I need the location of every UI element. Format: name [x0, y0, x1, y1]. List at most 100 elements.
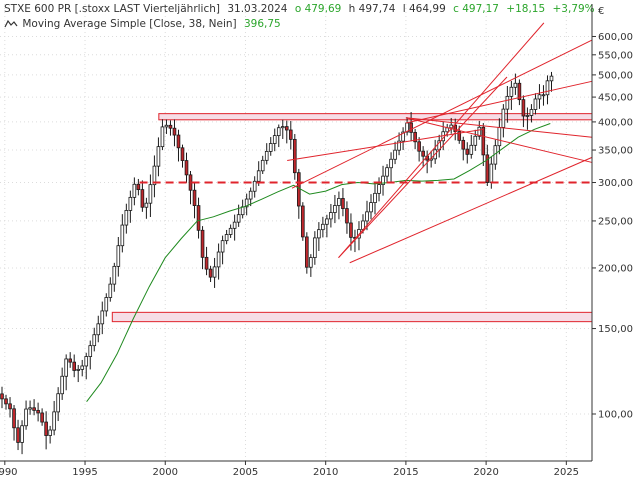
candle-body — [240, 206, 245, 216]
x-tick-label: 2015 — [393, 467, 418, 478]
candle-body — [112, 265, 117, 285]
candle-body — [421, 150, 425, 157]
candle-body — [236, 214, 241, 223]
candles — [0, 71, 554, 455]
candle-body — [44, 421, 48, 436]
legend-close: c 497,17 — [453, 3, 499, 15]
candle-body — [284, 126, 289, 131]
candle-body — [409, 122, 413, 133]
candle-body — [204, 256, 209, 270]
moving-average-line — [86, 123, 551, 403]
candle-body — [72, 361, 77, 371]
candle-body — [260, 159, 265, 172]
candle-body — [292, 138, 297, 174]
candle-body — [172, 127, 177, 136]
candle-body — [208, 268, 213, 278]
legend-ma-value: 396,75 — [244, 18, 281, 30]
candle-body — [152, 165, 157, 186]
candle-body — [393, 149, 397, 160]
candle-body — [461, 139, 466, 150]
x-tick-label: 2005 — [233, 467, 258, 478]
legend-low: l 464,99 — [402, 3, 446, 15]
candle-body — [68, 358, 72, 363]
candle-body — [20, 425, 24, 443]
candle-body — [28, 407, 32, 410]
support-band — [111, 311, 593, 323]
y-tick-label: 550,00 — [598, 50, 633, 61]
candle-body — [272, 135, 277, 144]
candle-body — [401, 131, 405, 142]
candle-body — [120, 224, 125, 247]
candle-body — [529, 109, 534, 116]
candle-body — [128, 196, 133, 211]
candle-body — [212, 266, 217, 278]
y-tick-label: 200,00 — [598, 263, 633, 274]
candle-body — [349, 222, 353, 238]
trend-line — [405, 117, 593, 163]
candle-body — [276, 127, 281, 137]
candle-body — [513, 82, 518, 88]
legend-instrument-row: STXE 600 PR [.stoxx LAST Vierteljährlich… — [4, 3, 599, 15]
candle-body — [176, 134, 181, 149]
candle-body — [100, 310, 105, 325]
moving-average-path — [86, 123, 551, 403]
candle-body — [469, 144, 474, 155]
candle-body — [88, 345, 93, 357]
candle-body — [321, 223, 325, 231]
candle-body — [116, 245, 121, 267]
y-tick-label: 250,00 — [598, 216, 633, 227]
candle-body — [160, 126, 165, 148]
candle-body — [369, 202, 373, 213]
candle-body — [465, 148, 470, 155]
legend-ma-label: Moving Average Simple [Close, 38, Nein] — [22, 18, 237, 30]
candle-body — [301, 205, 305, 238]
moving-average-icon — [4, 18, 21, 30]
x-tick-label: 2000 — [153, 467, 178, 478]
candle-body — [417, 141, 421, 152]
candle-body — [541, 94, 546, 97]
candle-body — [297, 172, 301, 207]
candle-body — [24, 408, 28, 427]
trend-lines — [139, 22, 593, 264]
candle-body — [188, 174, 193, 191]
candle-body — [8, 403, 12, 410]
candle-body — [252, 180, 257, 192]
legend-change-abs: +18,15 — [506, 3, 546, 15]
y-tick-label: 450,00 — [598, 93, 633, 104]
candle-body — [473, 135, 478, 146]
candle-body — [341, 198, 345, 209]
candle-body — [196, 205, 201, 231]
trend-line — [338, 22, 545, 258]
candle-body — [124, 210, 129, 226]
candle-body — [244, 198, 249, 208]
candle-body — [148, 184, 153, 204]
candle-body — [76, 368, 81, 371]
candle-body — [288, 129, 293, 140]
candle-body — [545, 80, 550, 96]
candle-body — [52, 411, 56, 431]
x-tick-label: 2010 — [313, 467, 338, 478]
candle-body — [144, 202, 149, 208]
y-tick-label: 600,00 — [598, 32, 633, 43]
candle-body — [4, 398, 8, 405]
candle-body — [389, 158, 393, 169]
candle-body — [96, 323, 101, 336]
candle-body — [84, 356, 89, 367]
candle-body — [329, 212, 333, 220]
x-tick-label: 2025 — [554, 467, 579, 478]
candle-body — [32, 407, 36, 411]
trend-line — [291, 39, 593, 189]
candle-body — [313, 237, 317, 258]
candle-body — [60, 375, 64, 395]
candle-body — [497, 126, 502, 147]
candle-body — [192, 189, 197, 206]
candle-body — [80, 365, 85, 370]
trend-line — [405, 80, 593, 124]
candle-body — [377, 184, 381, 194]
candle-body — [216, 251, 221, 268]
legend-high: h 497,74 — [348, 3, 396, 15]
y-tick-label: 500,00 — [598, 70, 633, 81]
y-tick-label: 400,00 — [598, 117, 633, 128]
candle-body — [317, 229, 321, 239]
